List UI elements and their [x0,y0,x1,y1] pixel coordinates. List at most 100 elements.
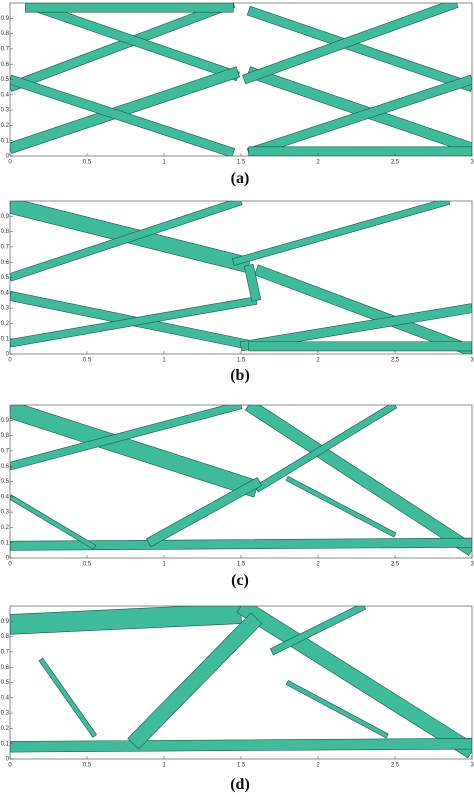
y-tick-label: 0.7 [1,649,10,655]
y-tick-label: 0.6 [1,260,10,266]
x-tick-label: 0 [8,160,12,166]
member [10,201,243,282]
y-tick-label: 0.8 [1,433,10,439]
panel-label: (d) [230,776,250,793]
y-tick-label: 0.1 [1,138,10,144]
x-tick-label: 2 [316,562,320,568]
x-tick-label: 0.5 [83,562,92,568]
member [246,66,472,154]
x-tick-label: 2.5 [391,562,400,568]
member [246,74,472,156]
y-tick-label: 0.9 [1,16,10,22]
panel-label: (c) [231,572,249,589]
x-tick-label: 3 [470,358,474,364]
panel: 0 0.5 1 1.5 2 2.5 3 0 0.1 0.2 0.3 0.4 0.5 0.6 0.7 0.8 0.… [1,404,474,589]
member [10,738,472,753]
x-tick-label: 2 [316,358,320,364]
y-tick-label: 0.6 [1,665,10,671]
y-tick-label: 0.3 [1,306,10,312]
y-tick-label: 0.8 [1,31,10,37]
y-tick-label: 0.5 [1,275,10,281]
x-tick-label: 0.5 [83,358,92,364]
y-tick-label: 0.6 [1,62,10,68]
x-tick-label: 1.5 [237,562,246,568]
y-tick-label: 0.3 [1,108,10,114]
y-tick-label: 0.7 [1,46,10,52]
y-tick-label: 0.7 [1,448,10,454]
y-tick-label: 0.8 [1,634,10,640]
x-tick-label: 3 [470,160,474,166]
x-tick-label: 1.5 [237,763,246,769]
y-tick-label: 0.1 [1,540,10,546]
y-tick-label: 0.4 [1,290,10,296]
member [248,146,472,156]
x-tick-label: 0 [8,562,12,568]
panel-label: (a) [231,170,250,187]
member [269,606,367,656]
y-tick-label: 0.9 [1,418,10,424]
x-tick-label: 3 [470,763,474,769]
x-tick-label: 3 [470,562,474,568]
member [10,74,236,156]
y-tick-label: 0.8 [1,229,10,235]
panel-label: (b) [230,367,250,384]
member [246,5,472,92]
y-tick-label: 0.1 [1,336,10,342]
member [38,657,97,738]
member [10,606,242,635]
member [254,264,472,354]
member [285,476,397,538]
y-tick-label: 0.4 [1,695,10,701]
x-tick-label: 2 [316,160,320,166]
y-tick-label: 0.2 [1,123,10,129]
member [145,477,263,548]
y-tick-label: 0.5 [1,77,10,83]
y-tick-label: 0.9 [1,619,10,625]
member [10,3,236,92]
members [10,405,472,556]
x-tick-label: 2.5 [391,160,400,166]
x-tick-label: 1.5 [237,160,246,166]
y-tick-label: 0.4 [1,92,10,98]
member [25,3,234,13]
member [10,494,97,550]
member [127,612,263,750]
member [10,405,260,498]
y-tick-label: 0.3 [1,711,10,717]
y-tick-label: 0.6 [1,464,10,470]
y-tick-label: 0.3 [1,510,10,516]
member [231,201,451,266]
y-tick-label: 0.2 [1,525,10,531]
y-tick-label: 0 [6,352,10,358]
member [10,66,241,154]
member [248,341,472,352]
x-tick-label: 0.5 [83,763,92,769]
x-tick-label: 1 [162,562,166,568]
y-tick-label: 0.7 [1,244,10,250]
x-tick-label: 1 [162,160,166,166]
member [239,303,472,352]
y-tick-label: 0.5 [1,479,10,485]
y-tick-label: 0.1 [1,741,10,747]
y-tick-label: 0 [6,757,10,763]
member [236,606,472,759]
member [244,405,472,556]
x-tick-label: 1 [162,358,166,364]
x-tick-label: 0.5 [83,160,92,166]
x-tick-label: 2.5 [391,358,400,364]
x-tick-label: 1 [162,763,166,769]
y-tick-label: 0.2 [1,321,10,327]
member [243,263,262,302]
member [285,680,389,739]
y-tick-label: 0.4 [1,494,10,500]
x-tick-label: 0 [8,763,12,769]
panel: 0 0.5 1 1.5 2 2.5 3 0 0.1 0.2 0.3 0.4 0.5 0.6 0.7 0.8 0.… [1,605,474,793]
y-tick-label: 0.5 [1,680,10,686]
y-tick-label: 0 [6,154,10,160]
y-tick-label: 0.9 [1,214,10,220]
y-tick-label: 0 [6,556,10,562]
panel: 0 0.5 1 1.5 2 2.5 3 0 0.1 0.2 0.3 0.4 0.5 0.6 0.7 0.8 0.… [1,200,474,384]
panel: 0 0.5 1 1.5 2 2.5 3 0 0.1 0.2 0.3 0.4 0.5 0.6 0.7 0.8 0.… [1,2,474,187]
members [10,201,472,354]
member [10,405,243,471]
